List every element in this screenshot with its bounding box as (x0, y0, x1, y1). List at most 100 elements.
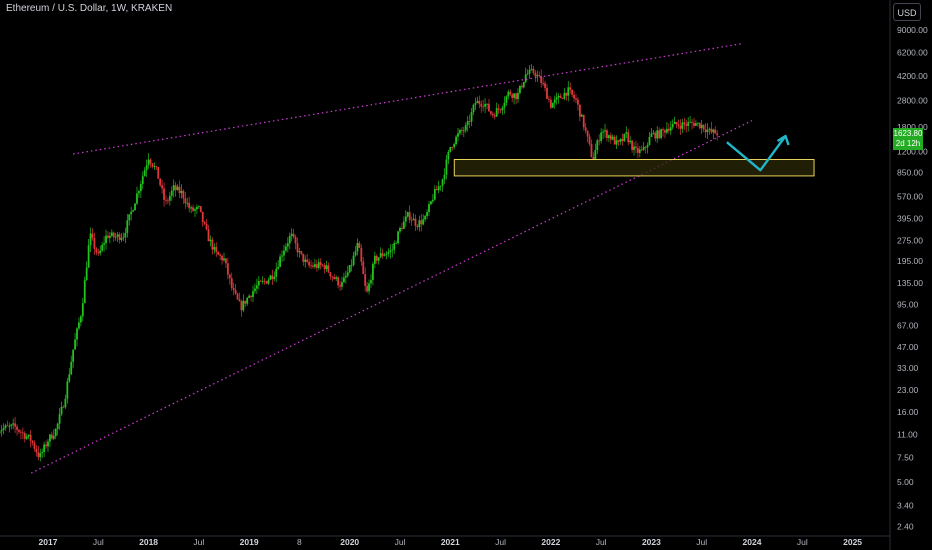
candle (52, 429, 55, 441)
candle (654, 131, 657, 142)
time-tick-label: Jul (696, 537, 707, 547)
price-tick-label: 275.00 (897, 235, 923, 245)
candle (416, 223, 419, 230)
candle (695, 120, 697, 127)
candle (428, 201, 430, 216)
candle (540, 69, 543, 88)
candle (555, 92, 558, 105)
candle (49, 433, 51, 448)
candle (41, 448, 44, 458)
candle (16, 424, 18, 436)
time-tick-label: 8 (297, 537, 302, 547)
candle (577, 97, 579, 111)
candle (170, 186, 173, 201)
candle (153, 162, 156, 170)
candle (238, 292, 241, 302)
price-tick-label: 33.00 (897, 363, 919, 373)
candle (503, 96, 506, 114)
candle (664, 128, 666, 139)
candle (112, 231, 115, 242)
candle (344, 270, 347, 284)
candle (511, 92, 514, 103)
candle (159, 178, 162, 187)
candle (99, 245, 102, 256)
candle (199, 206, 202, 213)
candle (650, 127, 653, 138)
time-axis[interactable]: 2017 Jul 2018 Jul 2019 8 2020 Jul 2021 Jul 2022 Jul… (0, 535, 890, 547)
candle (147, 153, 150, 169)
candle (662, 127, 664, 137)
candle (449, 146, 452, 153)
candle (578, 104, 581, 122)
candle (594, 143, 597, 160)
candle (571, 89, 574, 98)
candle (72, 349, 75, 369)
candle (606, 128, 608, 142)
candle (108, 232, 111, 244)
candle (296, 237, 299, 257)
candle (408, 205, 411, 224)
candle (132, 209, 134, 213)
candle (528, 65, 531, 79)
price-tick-label: 9000.00 (897, 25, 928, 35)
candle (273, 271, 276, 282)
upper-trendline[interactable] (73, 42, 744, 155)
candle (66, 377, 69, 404)
candle (693, 117, 695, 129)
candle (128, 214, 131, 226)
candle (8, 422, 11, 433)
candle (687, 117, 690, 132)
last-price-label: 1623.80 2d 12h (893, 128, 923, 150)
candle (617, 139, 620, 146)
candle (27, 434, 30, 440)
lower-trendline[interactable] (30, 120, 753, 474)
candle (213, 243, 216, 254)
candle (136, 186, 138, 205)
candle (642, 141, 645, 152)
candle (607, 134, 610, 143)
candle (366, 281, 369, 293)
currency-button[interactable]: USD (893, 3, 921, 21)
candle (671, 119, 674, 130)
candle (321, 263, 324, 267)
candle (62, 405, 65, 408)
candle (588, 133, 591, 147)
candle (283, 244, 285, 262)
candle (551, 102, 554, 108)
candle (138, 189, 140, 199)
candle (375, 254, 378, 264)
candle (240, 299, 243, 317)
candle (611, 134, 614, 141)
price-tick-label: 23.00 (897, 385, 919, 395)
candle (462, 126, 465, 138)
candle (33, 440, 36, 452)
candle (331, 275, 334, 282)
candle (290, 228, 293, 242)
candle (120, 232, 123, 242)
candle (246, 296, 249, 306)
candle (221, 254, 223, 265)
candle (333, 273, 336, 280)
candle (410, 216, 413, 227)
candle (445, 154, 448, 180)
support-zone[interactable] (453, 159, 815, 177)
candle (314, 258, 316, 269)
candle (39, 448, 42, 462)
candle (180, 184, 183, 199)
candle (116, 231, 119, 242)
price-axis[interactable]: 9000.00 6200.00 4200.00 2800.00 1800.00 1200.… (889, 0, 928, 550)
candle (646, 142, 649, 154)
candle (47, 438, 49, 452)
candle (89, 227, 92, 253)
candle (404, 210, 407, 227)
candle (623, 133, 626, 142)
candle (225, 258, 227, 269)
candle (679, 119, 682, 136)
price-tick-label: 570.00 (897, 191, 923, 201)
candle (426, 209, 428, 220)
candle (565, 92, 568, 101)
candle (337, 275, 340, 289)
candle (79, 314, 82, 327)
projection-arrow[interactable] (726, 135, 787, 172)
